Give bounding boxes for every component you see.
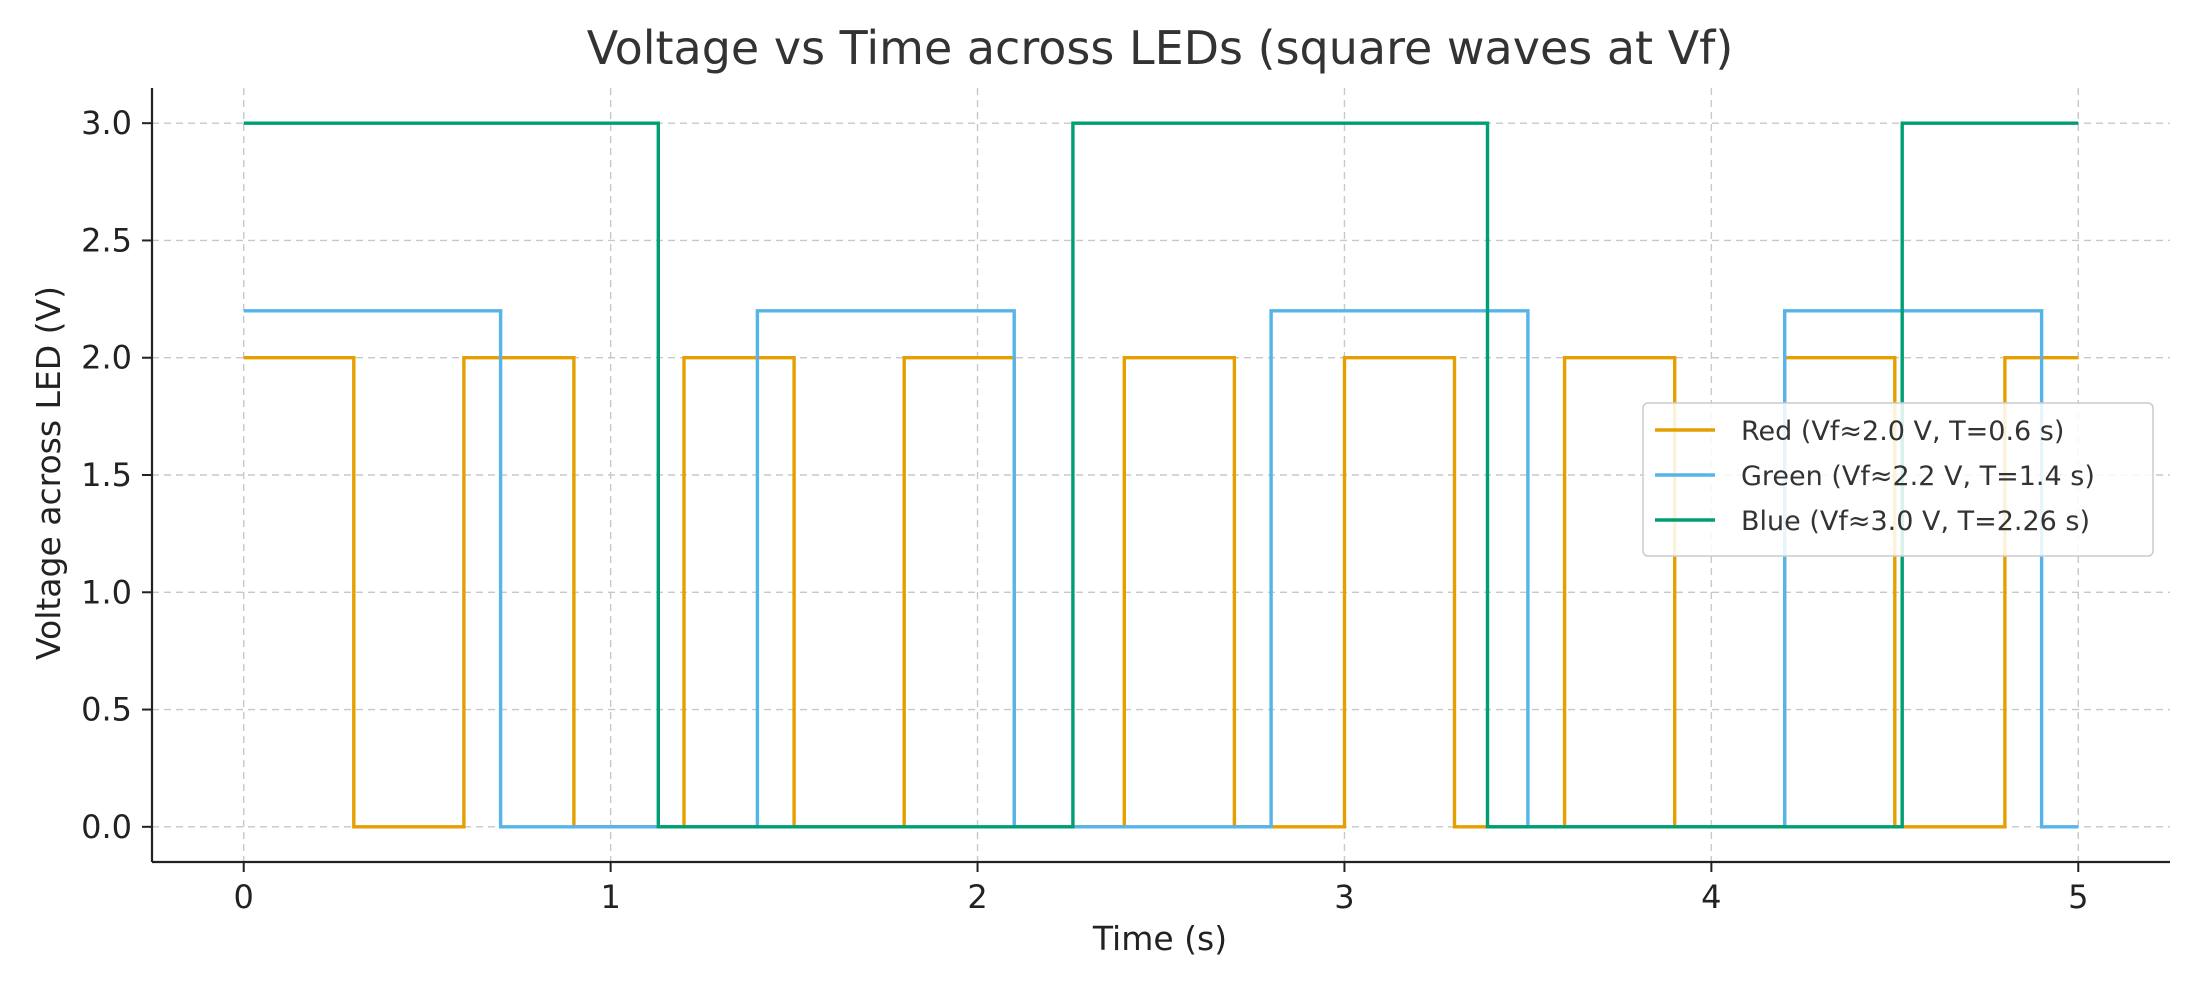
- chart-title: Voltage vs Time across LEDs (square wave…: [587, 21, 1734, 75]
- y-tick-label: 2.5: [81, 221, 132, 259]
- y-axis-label: Voltage across LED (V): [29, 286, 68, 660]
- x-tick-label: 2: [967, 878, 987, 916]
- y-tick-label: 0.5: [81, 691, 132, 729]
- x-tick-label: 4: [1701, 878, 1721, 916]
- y-tick-label: 3.0: [81, 104, 132, 142]
- series-line-2: [243, 309, 2079, 829]
- x-tick-label: 0: [234, 878, 254, 916]
- x-tick-label: 3: [1334, 878, 1354, 916]
- x-tick-label: 5: [2068, 878, 2088, 916]
- legend-label: Green (Vf≈2.2 V, T=1.4 s): [1741, 461, 2095, 492]
- ticks: 0 1 2 3 4 5 0.0 0.5 1.0 1.5 2.0 2.5 3.0: [81, 104, 2088, 916]
- y-tick-label: 1.5: [81, 456, 132, 494]
- x-axis-label: Time (s): [1092, 919, 1227, 958]
- legend-label: Blue (Vf≈3.0 V, T=2.26 s): [1741, 506, 2090, 537]
- y-tick-label: 0.0: [81, 808, 132, 846]
- y-tick-label: 1.0: [81, 573, 132, 611]
- y-tick-label: 2.0: [81, 339, 132, 377]
- x-tick-label: 1: [600, 878, 620, 916]
- legend: Red (Vf≈2.0 V, T=0.6 s) Green (Vf≈2.2 V, …: [1642, 402, 2154, 557]
- legend-box: [1642, 402, 2154, 557]
- legend-label: Red (Vf≈2.0 V, T=0.6 s): [1741, 416, 2064, 447]
